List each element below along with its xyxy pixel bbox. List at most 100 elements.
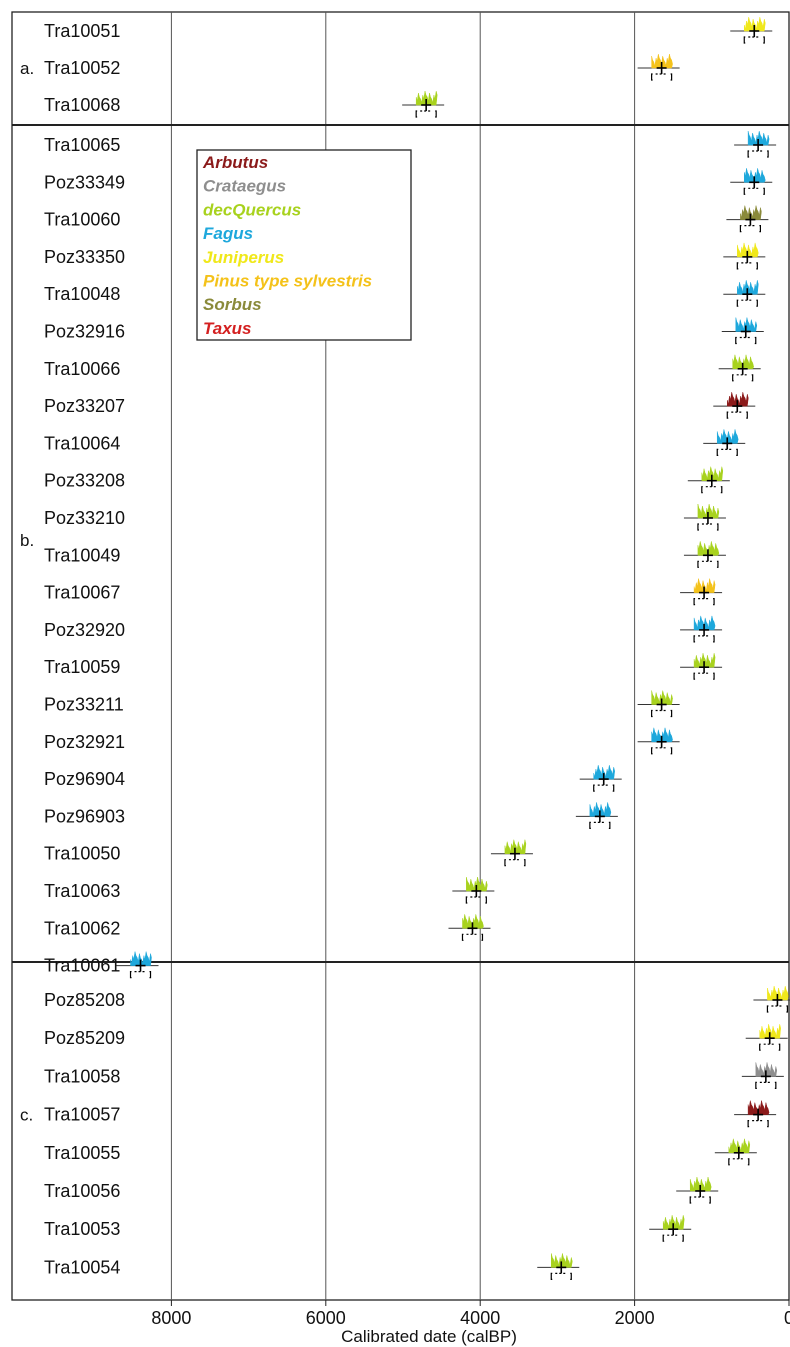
calibration-distribution (676, 1176, 719, 1204)
probability-curve (462, 914, 484, 929)
range-bracket-left (728, 1158, 730, 1166)
legend-entry: Arbutus (202, 153, 268, 172)
range-bracket-right (774, 1081, 777, 1089)
range-bracket-left (465, 896, 468, 904)
sample-label: Tra10052 (44, 58, 120, 78)
range-bracket-left (735, 336, 737, 345)
probability-curve (755, 1062, 778, 1077)
x-tick-label: 0 (784, 1308, 790, 1328)
sample-label: Tra10054 (44, 1257, 120, 1277)
calibration-distribution (452, 876, 495, 904)
range-bracket-left (726, 411, 729, 419)
calibration-distribution (734, 1100, 777, 1128)
labels-layer: Tra10051 Tra10052 Tra10068 a. Tra10065 Poz333… (20, 21, 125, 1277)
legend-entry: Pinus type sylvestris (203, 272, 372, 291)
range-bracket-right (756, 299, 758, 307)
calibration-distribution (714, 1138, 757, 1166)
range-bracket-right (612, 784, 615, 792)
calibration-distribution (730, 168, 773, 195)
x-tick-label: 6000 (306, 1308, 346, 1328)
legend-entry: Juniperus (203, 248, 284, 267)
probability-curve (747, 1100, 770, 1115)
sample-label: Poz32921 (44, 732, 125, 752)
sample-label: Tra10056 (44, 1181, 120, 1201)
range-bracket-left (129, 971, 132, 979)
range-bracket-right (778, 1043, 781, 1051)
probability-curve (662, 1215, 685, 1230)
range-bracket-left (747, 1120, 750, 1128)
range-bracket-right (485, 896, 487, 904)
calibration-distribution (649, 1215, 692, 1242)
calibration-distribution (637, 53, 680, 81)
group-label: c. (20, 1106, 33, 1125)
range-bracket-right (720, 486, 723, 494)
legend-entry: Crataegus (203, 177, 286, 196)
range-bracket-left (589, 821, 591, 829)
calibration-distribution (741, 1062, 784, 1089)
sample-label: Poz33349 (44, 172, 125, 192)
probability-curve (740, 205, 762, 220)
probability-curve (759, 1024, 781, 1039)
calibration-distribution (723, 242, 766, 270)
sample-label: Poz85209 (44, 1028, 125, 1048)
sample-label: Tra10061 (44, 956, 120, 976)
x-tick-label: 8000 (151, 1308, 191, 1328)
probability-curve (737, 280, 759, 295)
probability-curve (693, 615, 716, 631)
sample-label: Tra10049 (44, 545, 120, 565)
sample-label: Poz33207 (44, 396, 125, 416)
range-bracket-right (746, 411, 748, 419)
range-bracket-left (461, 933, 464, 941)
calibration-distribution (116, 951, 159, 979)
probability-curve (651, 727, 673, 743)
range-bracket-left (693, 672, 696, 680)
legend: Arbutus Crataegus decQuercus Fagus Juniperus… (196, 149, 412, 341)
sample-label: Tra10059 (44, 657, 120, 677)
probability-curve (728, 1138, 751, 1154)
calibration-distribution (537, 1253, 580, 1280)
probability-curve (693, 578, 716, 593)
probability-curve (744, 16, 766, 32)
calibration-distribution (713, 392, 756, 419)
sample-label: Tra10067 (44, 583, 120, 603)
sample-label: Tra10063 (44, 881, 120, 901)
sample-label: Poz32920 (44, 620, 125, 640)
sample-label: Tra10058 (44, 1066, 120, 1086)
range-bracket-left (593, 784, 595, 792)
range-bracket-left (550, 1272, 553, 1280)
sample-label: Poz32916 (44, 322, 125, 342)
calibration-distribution (448, 914, 491, 941)
sample-label: Tra10064 (44, 433, 120, 453)
sample-label: Tra10057 (44, 1105, 120, 1125)
legend-entry: Fagus (203, 224, 253, 243)
range-bracket-right (608, 821, 611, 829)
legend-box (196, 149, 412, 341)
range-bracket-left (736, 299, 739, 307)
probability-curve (693, 653, 716, 668)
range-bracket-right (716, 523, 719, 531)
range-bracket-left (693, 598, 696, 606)
probability-curve (737, 242, 759, 258)
calibration-distribution (579, 765, 622, 792)
x-axis: Calibrated date (calBP) 8000 6000 4000 2000… (151, 1300, 790, 1346)
probability-curve (504, 839, 527, 854)
range-bracket-left (732, 374, 734, 382)
calibration-distribution (730, 16, 773, 44)
range-bracket-right (786, 1005, 789, 1013)
legend-entry: Taxus (203, 319, 252, 338)
range-bracket-right (481, 933, 484, 941)
range-bracket-right (682, 1234, 684, 1242)
probability-curve (744, 168, 766, 183)
calibration-distribution (637, 727, 680, 755)
range-bracket-right (716, 560, 719, 568)
probability-curve (551, 1253, 573, 1268)
range-bracket-left (743, 187, 746, 195)
x-tick-label: 2000 (615, 1308, 655, 1328)
probability-curve (732, 354, 754, 370)
sample-label: Poz33211 (44, 695, 124, 715)
range-bracket-right (149, 971, 152, 979)
sample-label: Tra10048 (44, 284, 120, 304)
calibration-distribution (683, 503, 726, 531)
x-axis-title: Calibrated date (calBP) (341, 1327, 517, 1346)
